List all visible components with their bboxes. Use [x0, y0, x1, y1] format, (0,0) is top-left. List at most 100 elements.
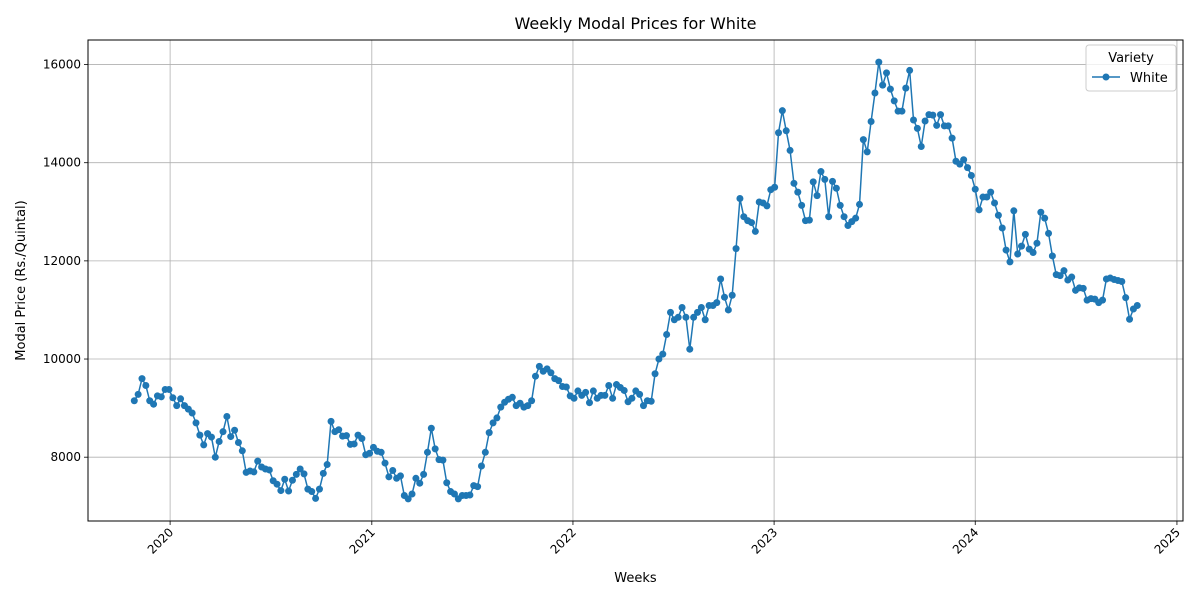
data-point [555, 377, 563, 385]
data-point [605, 382, 613, 390]
data-point [366, 449, 374, 457]
data-point [906, 66, 914, 74]
data-point [798, 201, 806, 209]
data-point [879, 81, 887, 89]
data-point [875, 58, 883, 66]
data-point [736, 195, 744, 203]
data-point [215, 437, 223, 445]
data-point [177, 395, 185, 403]
data-point [856, 200, 864, 208]
data-point [636, 390, 644, 398]
data-point [921, 117, 929, 125]
y-axis-ticks: 8000 10000 12000 14000 16000 [43, 58, 88, 464]
x-axis-title: Weeks [614, 571, 657, 586]
data-point [192, 419, 200, 427]
data-point [535, 362, 543, 370]
data-point [416, 479, 424, 487]
data-point [898, 107, 906, 115]
data-point [423, 448, 431, 456]
data-point [852, 214, 860, 222]
y-tick-label: 8000 [50, 450, 81, 464]
data-point [674, 313, 682, 321]
data-point [694, 308, 701, 316]
data-point [1002, 246, 1010, 254]
data-point [778, 107, 786, 115]
x-tick-label: 2023 [749, 525, 780, 556]
data-point [682, 313, 690, 321]
data-point [1033, 239, 1041, 247]
data-point [589, 387, 597, 395]
data-point [389, 466, 397, 474]
data-point [732, 245, 740, 253]
data-point [890, 97, 898, 105]
data-point [701, 316, 709, 324]
data-point [1118, 277, 1126, 285]
data-point [385, 473, 393, 481]
data-point [327, 417, 335, 425]
data-point [427, 424, 435, 432]
data-point [420, 470, 428, 478]
data-point [531, 372, 539, 380]
data-point [1122, 294, 1130, 302]
data-point [678, 303, 686, 311]
y-tick-label: 12000 [43, 254, 81, 268]
data-point [663, 330, 671, 338]
points-layer [130, 58, 1141, 503]
data-point [1099, 296, 1107, 304]
data-point [1060, 267, 1068, 275]
data-point [173, 402, 181, 410]
data-point [666, 308, 674, 316]
data-point [809, 178, 817, 186]
data-point [443, 479, 451, 487]
data-point [431, 445, 439, 453]
data-point [234, 438, 242, 446]
data-point [713, 299, 721, 307]
y-tick-label: 10000 [43, 352, 81, 366]
x-tick-label: 2021 [346, 525, 377, 556]
legend-title: Variety [1108, 51, 1154, 66]
data-point [408, 490, 416, 498]
data-point [188, 409, 196, 417]
data-point [315, 485, 323, 493]
data-point [1048, 252, 1056, 260]
y-tick-label: 16000 [43, 58, 81, 72]
data-point [867, 117, 875, 125]
data-point [1029, 249, 1037, 257]
data-point [987, 188, 995, 196]
data-point [782, 127, 790, 135]
data-point [786, 146, 794, 154]
data-point [335, 426, 343, 434]
data-point [967, 171, 975, 179]
plot-frame [87, 39, 1184, 522]
data-point [724, 306, 732, 314]
data-point [821, 175, 829, 183]
data-point [585, 399, 593, 407]
data-point [300, 470, 308, 478]
data-point [832, 184, 840, 192]
data-point [994, 211, 1002, 219]
data-point [697, 303, 705, 311]
data-point [196, 431, 204, 439]
data-point [859, 136, 867, 144]
data-point [211, 453, 219, 461]
data-point [1006, 258, 1014, 266]
data-point [639, 402, 647, 410]
data-point [971, 185, 979, 193]
data-point [748, 219, 755, 227]
data-point [450, 490, 458, 498]
data-point [620, 386, 628, 394]
data-point [933, 121, 941, 129]
data-point [1021, 230, 1029, 238]
data-point [686, 345, 694, 353]
data-point [628, 394, 636, 402]
data-point [817, 168, 825, 176]
data-point [150, 400, 158, 408]
data-point [439, 456, 447, 464]
y-tick-label: 14000 [43, 156, 81, 170]
data-point [273, 480, 281, 488]
y-axis-title: Modal Price (Rs./Quintal) [14, 200, 29, 360]
data-point [690, 313, 698, 321]
data-point [763, 202, 771, 210]
data-point [412, 474, 420, 482]
data-point [1126, 315, 1134, 323]
